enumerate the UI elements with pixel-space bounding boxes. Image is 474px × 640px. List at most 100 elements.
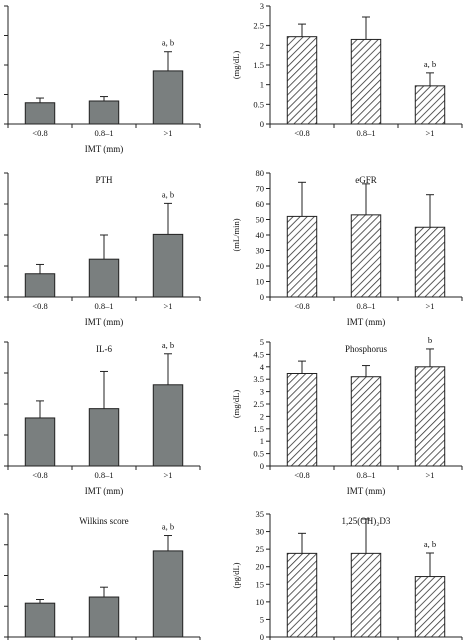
y-tick-label: 2 [260, 411, 264, 421]
y-tick-label: 30 [256, 246, 265, 256]
y-tick-label: 40 [256, 230, 265, 240]
significance-label: a, b [424, 59, 436, 69]
bar-3 [414, 85, 446, 125]
y-tick-label: 0 [260, 292, 264, 302]
bar-1 [286, 215, 318, 298]
y-tick-label: 3 [260, 387, 264, 397]
y-tick-label: 2 [260, 40, 264, 50]
bar-3 [414, 366, 446, 467]
chart-panel-3: <0.8 0.8–1 a, b >1 PTH IMT (mm) [4, 172, 201, 327]
y-axis-label: (mg/dL) [231, 390, 241, 418]
x-tick-label: <0.8 [32, 301, 47, 311]
x-tick-label: 0.8–1 [94, 301, 113, 311]
chart-title: PTH [95, 175, 113, 185]
significance-label: a, b [162, 189, 174, 199]
bar-1 [24, 273, 56, 298]
y-tick-label: 0.5 [253, 449, 264, 459]
y-tick-label: 2.5 [253, 399, 264, 409]
chart-panel-1: <0.8 0.8–1 a, b >1 IMT (mm) [4, 5, 201, 154]
y-tick-label: 30 [256, 527, 265, 537]
x-axis-label: IMT (mm) [347, 317, 386, 327]
bar-3 [152, 550, 184, 638]
chart-title: Wilkins score [79, 516, 128, 526]
y-tick-label: 0 [260, 461, 264, 471]
x-axis-label: IMT (mm) [347, 486, 386, 496]
x-tick-label: 0.8–1 [356, 301, 375, 311]
significance-label: a, b [162, 38, 174, 48]
y-axis-label: (pg/dL) [231, 562, 241, 588]
chart-title: IL-6 [96, 344, 112, 354]
bar-1 [286, 372, 318, 467]
bar-3 [152, 233, 184, 298]
y-tick-label: 5 [260, 614, 264, 624]
chart-panel-5: <0.8 0.8–1 a, b >1 IL-6 IMT (mm) [4, 340, 201, 496]
y-axis-label: (mg/dL) [231, 51, 241, 79]
y-tick-label: 80 [256, 168, 265, 178]
x-tick-label: <0.8 [32, 470, 47, 480]
y-tick-label: 1 [260, 80, 264, 90]
y-tick-label: 3.5 [253, 374, 264, 384]
x-tick-label: <0.8 [294, 470, 309, 480]
x-tick-label: 0.8–1 [356, 128, 375, 138]
chart-title: eGFR [355, 175, 377, 185]
bar-1 [286, 36, 318, 125]
bar-2 [350, 376, 382, 467]
significance-label: b [428, 335, 432, 345]
y-tick-label: 0.5 [253, 99, 264, 109]
bar-2 [350, 214, 382, 298]
y-tick-label: 1.5 [253, 424, 264, 434]
y-tick-label: 50 [256, 215, 265, 225]
significance-label: a, b [424, 539, 436, 549]
significance-label: a, b [162, 522, 174, 532]
chart-panel-4: 0 10 20 30 40 50 60 70 80 <0.8 0.8–1 >1 eGFR IMT (mm)… [231, 168, 463, 327]
y-tick-label: 20 [256, 261, 265, 271]
bar-2 [88, 408, 120, 467]
y-tick-label: 60 [256, 199, 265, 209]
chart-title: 1,25(OH)₂D3 [342, 516, 391, 526]
y-tick-label: 35 [256, 509, 265, 519]
chart-panel-2: 0 0.5 1 1.5 2 2.5 3 <0.8 0.8–1 a, b >1 (mg/dL) [231, 1, 463, 138]
y-tick-label: 4.5 [253, 349, 264, 359]
y-tick-label: 5 [260, 337, 264, 347]
bar-3 [152, 70, 184, 125]
bar-1 [286, 552, 318, 638]
x-tick-label: >1 [425, 301, 434, 311]
y-tick-label: 0 [260, 119, 264, 129]
y-tick-label: 25 [256, 544, 265, 554]
x-tick-label: >1 [163, 301, 172, 311]
x-tick-label: <0.8 [294, 301, 309, 311]
bar-2 [88, 596, 120, 638]
y-tick-label: 10 [256, 277, 265, 287]
y-tick-label: 10 [256, 597, 265, 607]
bar-2 [350, 38, 382, 125]
x-tick-label: >1 [425, 128, 434, 138]
bar-1 [24, 417, 56, 467]
y-tick-label: 20 [256, 562, 265, 572]
x-tick-label: >1 [163, 128, 172, 138]
x-tick-label: 0.8–1 [94, 128, 113, 138]
chart-title: Phosphorus [345, 344, 388, 354]
bar-3 [414, 576, 446, 638]
y-tick-label: 15 [256, 579, 265, 589]
bar-1 [24, 602, 56, 638]
bar-2 [88, 100, 120, 125]
bar-2 [350, 552, 382, 638]
x-tick-label: >1 [163, 470, 172, 480]
y-tick-label: 0 [260, 632, 264, 640]
bar-2 [88, 258, 120, 298]
y-tick-label: 4 [260, 362, 265, 372]
y-tick-label: 2.5 [253, 21, 264, 31]
x-tick-label: <0.8 [32, 128, 47, 138]
y-tick-label: 70 [256, 184, 265, 194]
y-axis-label: (mL/min) [231, 218, 241, 251]
x-axis-label: IMT (mm) [85, 486, 124, 496]
x-tick-label: <0.8 [294, 128, 309, 138]
x-tick-label: 0.8–1 [356, 470, 375, 480]
x-axis-label: IMT (mm) [85, 144, 124, 154]
x-tick-label: >1 [425, 470, 434, 480]
significance-label: a, b [162, 340, 174, 350]
x-axis-label: IMT (mm) [85, 317, 124, 327]
y-tick-label: 3 [260, 1, 264, 11]
